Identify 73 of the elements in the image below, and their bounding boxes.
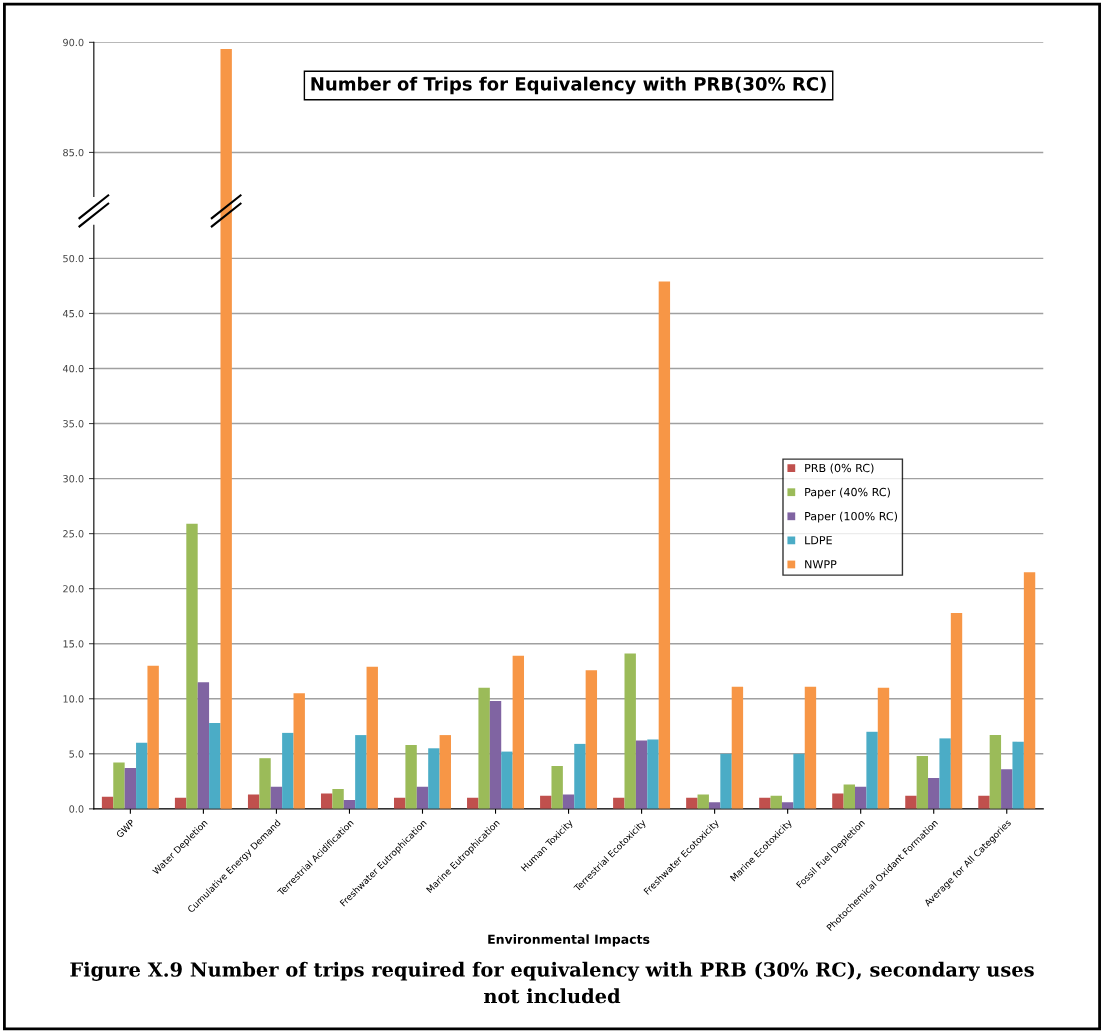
bar <box>551 765 563 809</box>
bar <box>978 795 990 809</box>
y-tick-label: 25.0 <box>63 530 84 538</box>
text: Number of Trips for Equivalency with PRB(30% RC) <box>311 76 826 95</box>
bar <box>928 778 940 809</box>
bar <box>147 665 159 809</box>
bar <box>574 743 586 809</box>
bar <box>939 738 951 809</box>
bar <box>686 797 698 809</box>
bar <box>793 753 805 809</box>
bar <box>1012 741 1024 809</box>
bar <box>585 670 598 809</box>
bar <box>320 793 333 809</box>
bar <box>439 735 451 809</box>
y-tick-label: 0.0 <box>69 805 84 813</box>
bar <box>613 797 625 809</box>
text: Figure X.9 Number of trips required for equivalency with PRB (30% RC), secondary uses not included <box>70 961 1034 1004</box>
bar <box>832 793 844 809</box>
bar <box>186 523 198 809</box>
bar <box>366 666 378 809</box>
bar <box>658 281 671 809</box>
bar <box>405 744 417 809</box>
bar <box>512 655 525 809</box>
bar <box>843 784 855 809</box>
legend-label: NWPP <box>805 560 837 569</box>
bar <box>293 693 305 809</box>
legend-label: PRB (0% RC) <box>805 463 874 474</box>
bar <box>855 786 867 809</box>
y-tick-label: 20.0 <box>63 585 84 593</box>
y-tick-label: 90.0 <box>63 38 84 47</box>
bar <box>270 786 283 809</box>
bar <box>720 753 732 809</box>
bar <box>1023 572 1036 809</box>
legend-label: Paper (100% RC) <box>805 511 898 523</box>
bar <box>416 786 429 809</box>
bar <box>501 751 513 809</box>
legend-label: LDPE <box>805 536 832 545</box>
bar <box>635 740 648 809</box>
bar <box>877 687 890 809</box>
bar <box>136 742 148 809</box>
bar <box>647 739 659 809</box>
bar <box>916 756 929 809</box>
bar <box>259 758 271 809</box>
bar <box>197 682 210 809</box>
bar <box>332 789 344 809</box>
bar <box>866 731 878 809</box>
bar <box>282 732 294 809</box>
y-tick-label: 35.0 <box>63 420 84 428</box>
y-tick-label: 15.0 <box>63 640 84 648</box>
bar <box>209 722 221 809</box>
y-tick-label: 50.0 <box>63 254 84 263</box>
bar <box>804 686 817 809</box>
y-tick-label: 40.0 <box>62 364 84 373</box>
bar <box>355 735 367 809</box>
legend-label: Paper (40% RC) <box>805 487 890 499</box>
bar <box>905 795 917 809</box>
bar <box>731 686 744 809</box>
y-tick-label: 85.0 <box>63 148 84 157</box>
bar <box>478 687 490 809</box>
bar <box>624 653 636 809</box>
y-tick-label: 10.0 <box>63 695 84 703</box>
bar <box>428 748 440 809</box>
bar <box>489 700 502 809</box>
bar <box>989 735 1002 809</box>
y-tick-label: 45.0 <box>62 309 84 318</box>
bar <box>759 797 771 809</box>
bar <box>124 768 137 809</box>
bar <box>1001 769 1013 809</box>
y-tick-label: 30.0 <box>63 475 84 483</box>
x-axis-title: Environmental Impacts <box>488 934 650 947</box>
y-tick-label: 5.0 <box>69 750 84 758</box>
bar <box>950 612 963 809</box>
bar <box>113 762 125 809</box>
